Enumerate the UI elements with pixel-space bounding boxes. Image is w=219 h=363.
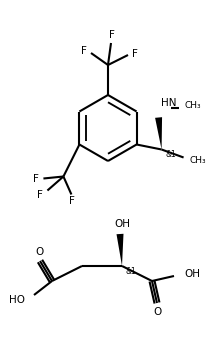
Text: O: O bbox=[154, 307, 162, 317]
Text: HO: HO bbox=[9, 295, 25, 305]
Text: F: F bbox=[132, 49, 138, 59]
Text: F: F bbox=[37, 189, 43, 200]
Text: &1: &1 bbox=[126, 268, 137, 277]
Polygon shape bbox=[155, 117, 162, 150]
Text: HN: HN bbox=[161, 98, 176, 109]
Text: &1: &1 bbox=[166, 150, 176, 159]
Text: F: F bbox=[69, 196, 75, 207]
Text: F: F bbox=[109, 30, 115, 40]
Text: F: F bbox=[81, 46, 87, 56]
Text: F: F bbox=[34, 174, 39, 184]
Text: OH: OH bbox=[114, 219, 130, 229]
Polygon shape bbox=[117, 234, 124, 266]
Text: CH₃: CH₃ bbox=[185, 101, 201, 110]
Text: CH₃: CH₃ bbox=[190, 156, 206, 165]
Text: O: O bbox=[35, 247, 43, 257]
Text: OH: OH bbox=[184, 269, 200, 279]
